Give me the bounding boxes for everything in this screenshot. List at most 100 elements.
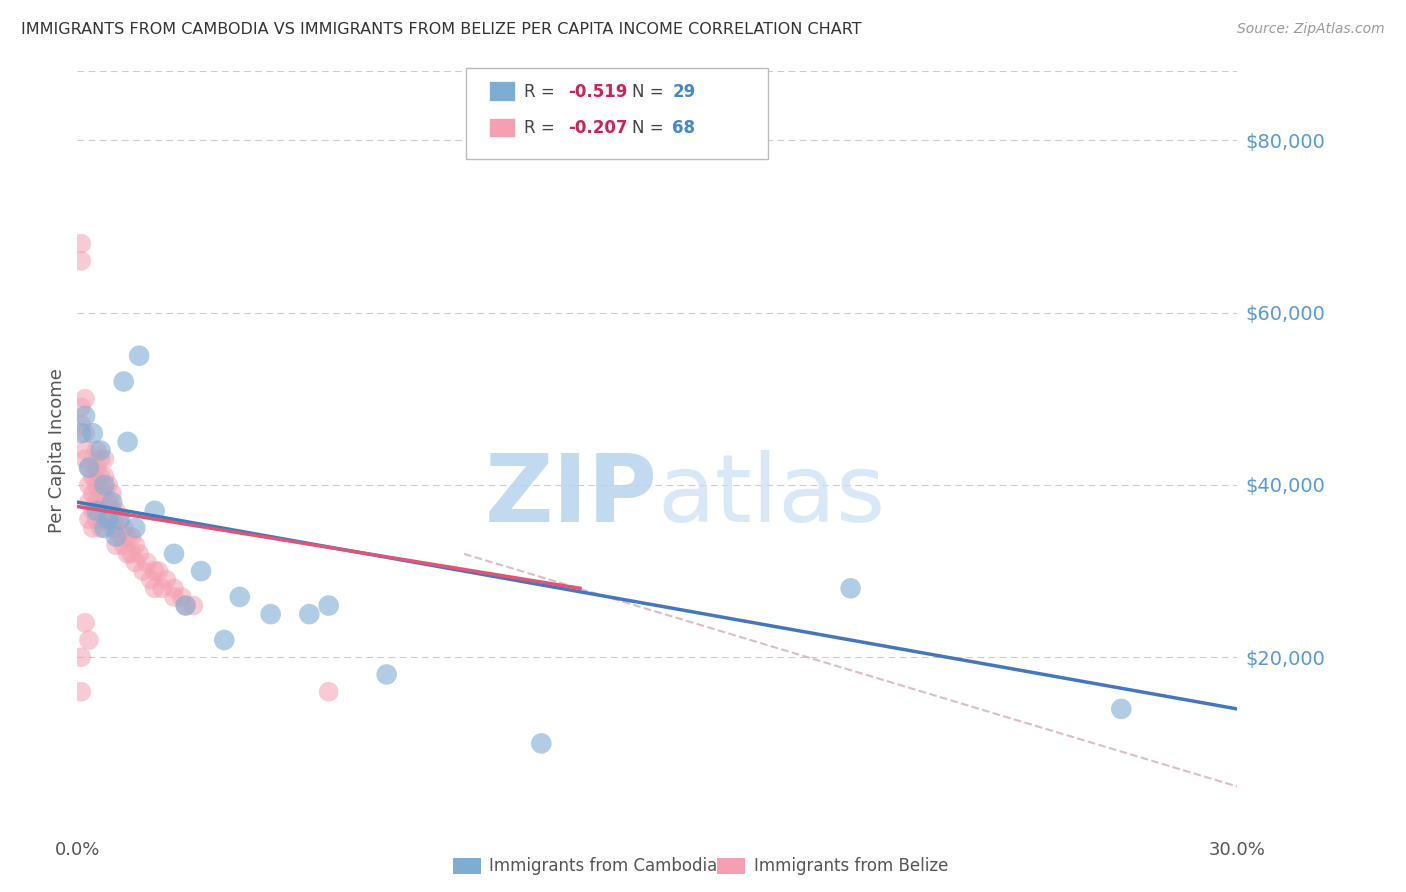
Point (143, 564, 166, 578)
Point (90, 486, 111, 500)
Text: -0.519: -0.519 (568, 83, 627, 101)
Point (70, 650, 93, 665)
Point (163, 590, 186, 604)
Point (77, 478, 100, 492)
Point (93, 469, 115, 483)
Point (77, 460, 100, 475)
Point (530, 736, 553, 750)
Point (148, 564, 170, 578)
Bar (489, 118, 515, 137)
Point (108, 512, 131, 526)
Point (105, 504, 127, 518)
Point (82, 504, 104, 518)
Point (97, 512, 120, 526)
Point (124, 521, 146, 535)
Point (128, 547, 150, 561)
Point (82, 426, 104, 441)
Text: R =: R = (524, 120, 560, 137)
Point (155, 573, 177, 587)
Point (75, 409, 96, 423)
Point (93, 486, 115, 500)
Bar (489, 81, 515, 101)
Point (101, 504, 124, 518)
Point (117, 530, 139, 544)
Bar (453, 858, 481, 874)
Point (90, 504, 111, 518)
Text: -0.207: -0.207 (568, 120, 627, 137)
Point (132, 564, 155, 578)
Point (105, 521, 127, 535)
Point (93, 521, 115, 535)
Point (86, 495, 108, 509)
Point (139, 573, 162, 587)
Point (190, 564, 212, 578)
Point (97, 512, 120, 526)
Point (70, 401, 93, 415)
Point (93, 478, 115, 492)
Point (97, 478, 120, 492)
Point (82, 521, 104, 535)
Point (70, 684, 93, 698)
Text: ZIP: ZIP (485, 450, 658, 542)
Point (260, 607, 283, 622)
Point (163, 547, 186, 561)
Point (90, 469, 111, 483)
Point (152, 582, 174, 596)
Point (105, 530, 127, 544)
Point (105, 538, 127, 552)
Point (174, 599, 197, 613)
Point (70, 426, 93, 441)
Point (163, 582, 186, 596)
Point (101, 486, 124, 500)
Point (214, 633, 236, 648)
Point (97, 495, 120, 509)
Point (75, 392, 96, 406)
Point (128, 349, 150, 363)
Text: Immigrants from Cambodia: Immigrants from Cambodia (489, 857, 717, 875)
Point (1111, 702, 1133, 716)
Text: Immigrants from Belize: Immigrants from Belize (754, 857, 948, 875)
Point (318, 684, 340, 698)
Point (101, 495, 124, 509)
Point (70, 254, 93, 268)
Text: N =: N = (631, 83, 669, 101)
Point (112, 375, 135, 389)
Point (183, 599, 205, 613)
Point (90, 443, 111, 458)
Point (839, 582, 862, 596)
Point (82, 469, 104, 483)
Point (143, 504, 166, 518)
Point (170, 590, 193, 604)
Point (108, 530, 131, 544)
Point (298, 607, 321, 622)
Point (70, 417, 93, 432)
Text: IMMIGRANTS FROM CAMBODIA VS IMMIGRANTS FROM BELIZE PER CAPITA INCOME CORRELATION: IMMIGRANTS FROM CAMBODIA VS IMMIGRANTS F… (21, 22, 862, 37)
Point (90, 521, 111, 535)
FancyBboxPatch shape (465, 68, 768, 159)
Point (82, 486, 104, 500)
Point (77, 460, 100, 475)
Point (375, 667, 398, 681)
Point (174, 599, 197, 613)
Text: 29: 29 (672, 83, 696, 101)
Point (117, 434, 139, 449)
Point (77, 512, 100, 526)
Point (112, 538, 135, 552)
Point (143, 582, 166, 596)
Text: 68: 68 (672, 120, 696, 137)
Point (77, 633, 100, 648)
Point (124, 556, 146, 570)
Point (318, 599, 340, 613)
Point (70, 236, 93, 251)
Text: Source: ZipAtlas.com: Source: ZipAtlas.com (1237, 22, 1385, 37)
Point (86, 443, 108, 458)
Point (75, 443, 96, 458)
Point (136, 556, 159, 570)
Point (86, 478, 108, 492)
Point (75, 452, 96, 467)
Point (93, 504, 115, 518)
Point (124, 538, 146, 552)
Bar (717, 858, 745, 874)
Point (228, 590, 252, 604)
Point (108, 512, 131, 526)
